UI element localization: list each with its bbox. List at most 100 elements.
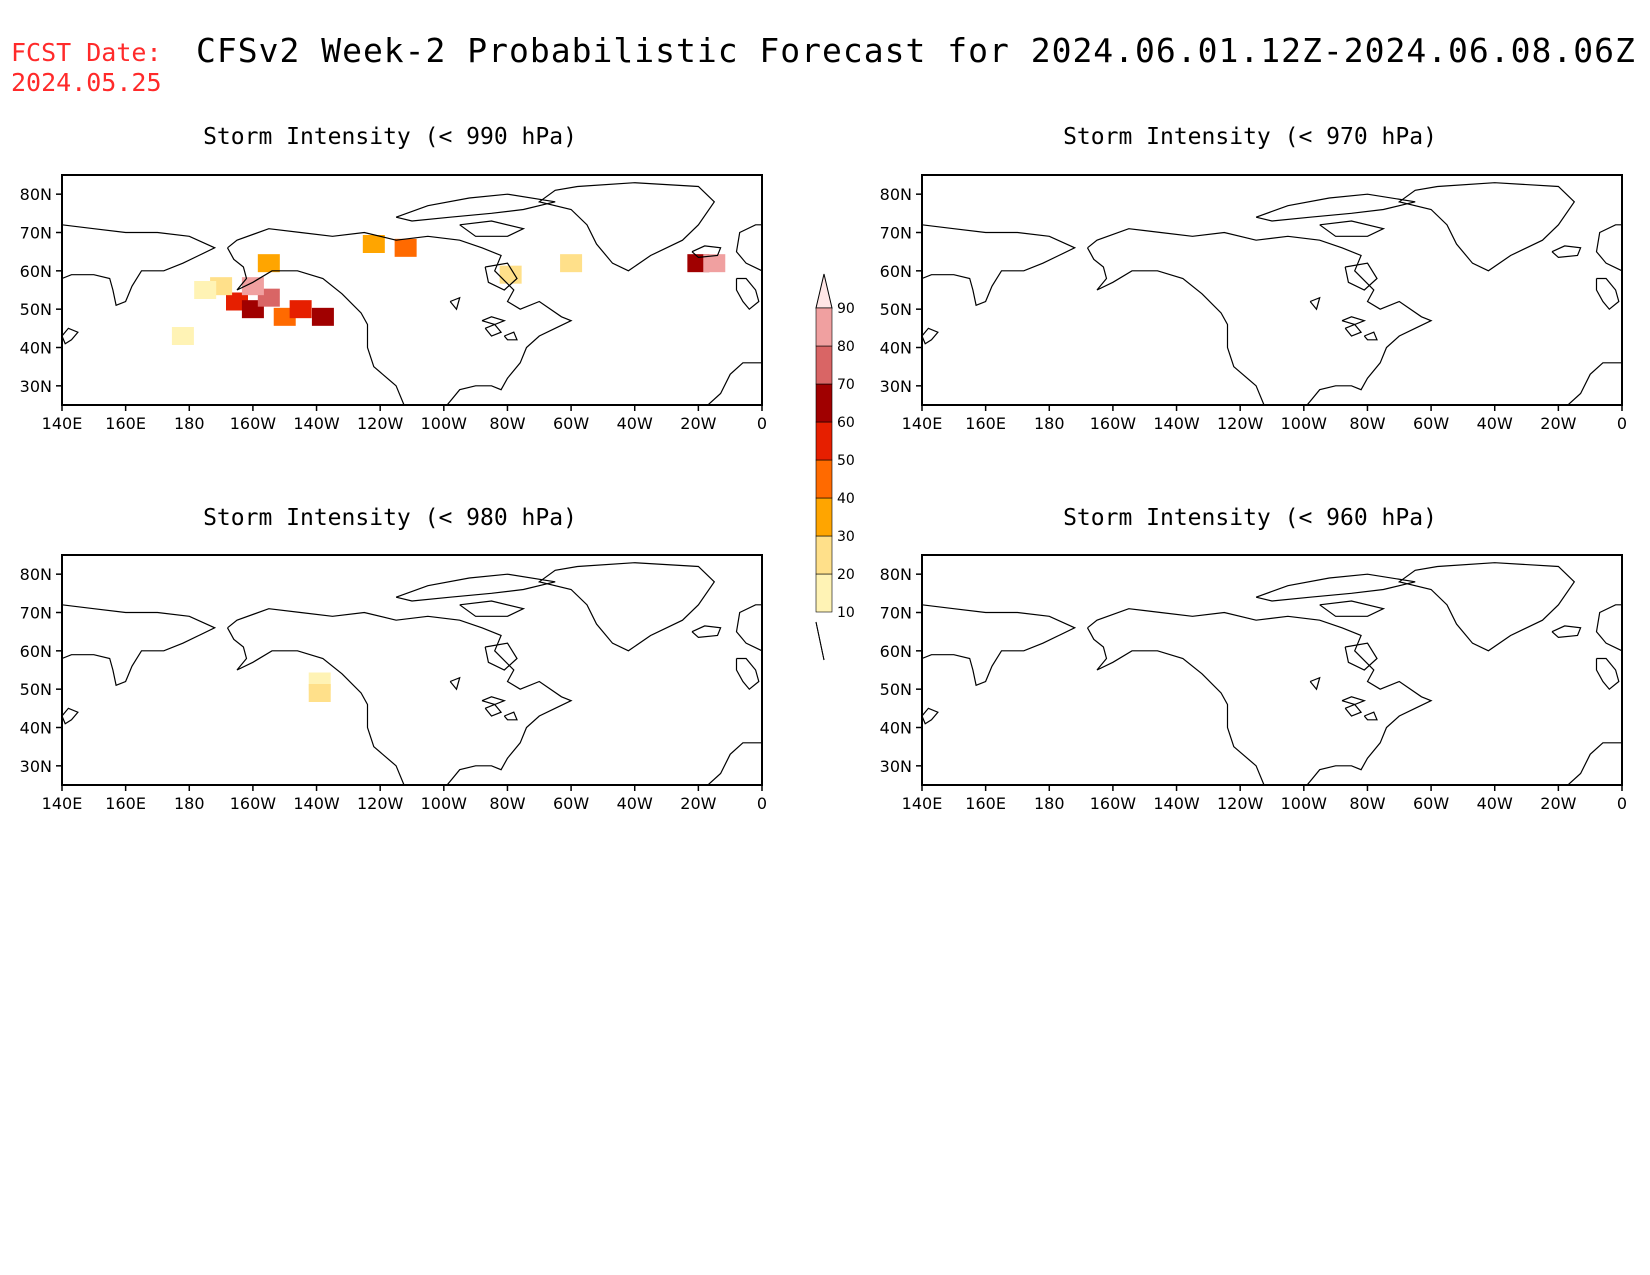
coastline: [1086, 228, 1433, 405]
coastline: [1595, 277, 1620, 311]
lon-tick-label: 0: [757, 414, 767, 433]
coastline: [1363, 711, 1378, 721]
lon-tick-label: 20W: [1540, 794, 1576, 813]
lon-tick-label: 0: [1617, 794, 1627, 813]
lon-tick-label: 40W: [1477, 794, 1513, 813]
coastline: [226, 608, 573, 785]
lat-tick-label: 30N: [20, 377, 52, 396]
coastline: [1595, 657, 1620, 691]
colorbar-label: 50: [837, 453, 855, 469]
coastline: [735, 224, 762, 272]
coastline: [503, 711, 518, 721]
lat-tick-label: 60N: [20, 262, 52, 281]
lon-tick-label: 160W: [1090, 414, 1137, 433]
lon-tick-label: 20W: [680, 794, 716, 813]
probability-cell: [560, 254, 583, 273]
coastline: [1344, 323, 1363, 337]
lat-tick-label: 80N: [20, 565, 52, 584]
coastline: [1341, 316, 1367, 326]
lon-tick-label: 160W: [230, 414, 277, 433]
colorbar-label: 10: [837, 605, 855, 621]
coastline: [735, 657, 760, 691]
lon-tick-label: 40W: [617, 794, 653, 813]
lat-tick-label: 50N: [880, 300, 912, 319]
panel-title-980: Storm Intensity (< 980 hPa): [203, 505, 577, 531]
coastline: [484, 323, 503, 337]
lon-tick-label: 180: [174, 794, 205, 813]
coastline: [484, 642, 518, 671]
lon-tick-label: 140E: [42, 414, 83, 433]
lon-tick-label: 20W: [1540, 414, 1576, 433]
page-title: CFSv2 Week-2 Probabilistic Forecast for …: [196, 31, 1636, 70]
lon-tick-label: 0: [1617, 414, 1627, 433]
lon-tick-label: 160E: [105, 414, 146, 433]
map-frame: [61, 554, 763, 786]
lon-tick-label: 160E: [965, 794, 1006, 813]
coastline: [62, 707, 79, 725]
coastline: [62, 327, 79, 345]
lon-tick-label: 80W: [489, 794, 525, 813]
lat-tick-label: 40N: [20, 339, 52, 358]
map-panel-980: 140E 160E 180 160W 140W 120W 100W 80W 60W 40W 20W 0…: [20, 554, 767, 813]
colorbar-top-wedge: [815, 273, 833, 309]
coastline: [484, 703, 503, 717]
lat-tick-label: 60N: [880, 262, 912, 281]
lon-tick-label: 180: [1034, 414, 1065, 433]
coastline: [922, 604, 1077, 687]
coastline: [62, 604, 217, 687]
colorbar-segment: [815, 307, 833, 347]
colorbar-segment: [815, 459, 833, 499]
colorbar-label: 40: [837, 491, 855, 507]
lat-tick-label: 80N: [880, 565, 912, 584]
coastline: [537, 562, 716, 652]
lon-tick-label: 120W: [357, 414, 404, 433]
lon-tick-label: 160E: [105, 794, 146, 813]
probability-cell: [362, 235, 385, 253]
coastline: [503, 331, 518, 341]
coastline: [1397, 562, 1576, 652]
coastline: [691, 245, 722, 259]
map-frame: [61, 174, 763, 406]
probability-cell: [241, 277, 264, 296]
lon-tick-label: 100W: [421, 414, 468, 433]
lon-tick-label: 100W: [1281, 794, 1328, 813]
lon-tick-label: 120W: [1217, 414, 1264, 433]
coastline: [922, 224, 1077, 307]
coastline: [707, 362, 762, 405]
coastline: [459, 220, 526, 237]
lon-tick-label: 40W: [1477, 414, 1513, 433]
probability-cell: [171, 327, 194, 345]
coastline: [735, 604, 762, 652]
coastline: [1567, 362, 1622, 405]
lon-tick-label: 160W: [230, 794, 277, 813]
coastline: [62, 224, 217, 307]
coastline: [735, 277, 760, 311]
coastline: [226, 228, 573, 405]
coastline: [1397, 182, 1576, 272]
colorbar-segment: [815, 573, 833, 613]
lon-tick-label: 180: [1034, 794, 1065, 813]
lon-tick-label: 80W: [489, 414, 525, 433]
coastline: [449, 676, 461, 691]
lon-tick-label: 140W: [1153, 794, 1200, 813]
coastline: [1595, 224, 1622, 272]
map-frame: [921, 554, 1623, 786]
probability-cell: [311, 307, 334, 326]
forecast-date-label: FCST Date: 2024.05.25: [11, 38, 162, 98]
lat-tick-label: 70N: [20, 224, 52, 243]
coastline: [1363, 331, 1378, 341]
lon-tick-label: 40W: [617, 414, 653, 433]
lon-tick-label: 60W: [1413, 414, 1449, 433]
colorbar-segment: [815, 345, 833, 385]
coastline: [1567, 742, 1622, 785]
coastline: [1344, 703, 1363, 717]
coastline: [459, 600, 526, 617]
lat-tick-label: 40N: [20, 719, 52, 738]
lat-tick-label: 70N: [880, 224, 912, 243]
lon-tick-label: 100W: [1281, 414, 1328, 433]
lon-tick-label: 80W: [1349, 414, 1385, 433]
lon-tick-label: 160W: [1090, 794, 1137, 813]
coastline: [395, 573, 556, 602]
lon-tick-label: 140E: [902, 414, 943, 433]
coastline: [1086, 608, 1433, 785]
